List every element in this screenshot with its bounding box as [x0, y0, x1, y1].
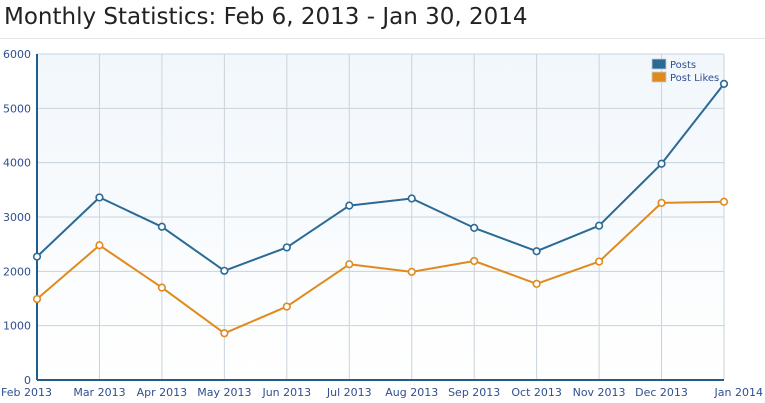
- y-tick-label: 3000: [3, 211, 31, 224]
- y-tick-label: 5000: [3, 102, 31, 115]
- legend-label: Post Likes: [670, 73, 719, 84]
- legend-swatch: [651, 71, 667, 83]
- y-tick-label: 2000: [3, 265, 31, 278]
- data-point: [32, 252, 42, 261]
- x-tick-label: Nov 2013: [573, 386, 626, 399]
- data-point: [32, 294, 42, 304]
- y-tick-label: 6000: [3, 48, 31, 61]
- series-lines: [32, 79, 729, 338]
- x-tick-label: Dec 2013: [635, 386, 688, 399]
- data-point: [407, 267, 416, 276]
- x-tick-label: Sep 2013: [448, 386, 500, 399]
- legend: Posts Post Likes: [651, 58, 719, 84]
- data-point: [594, 257, 604, 266]
- data-point: [719, 79, 729, 88]
- x-axis-ticks: Feb 2013 Mar 2013 Apr 2013 May 2013 Jun 2013…: [1, 386, 763, 399]
- x-tick-label: Mar 2013: [73, 386, 125, 399]
- data-point: [157, 222, 167, 231]
- x-tick-label: Apr 2013: [137, 386, 188, 399]
- data-point: [657, 198, 666, 207]
- data-point: [407, 194, 416, 203]
- legend-swatch: [651, 58, 667, 70]
- data-point: [95, 193, 104, 202]
- data-point: [282, 243, 291, 252]
- data-point: [532, 279, 541, 288]
- data-point: [157, 283, 167, 292]
- page-title: Monthly Statistics: Feb 6, 2013 - Jan 30…: [4, 4, 528, 30]
- x-tick-label: Jul 2013: [326, 386, 372, 399]
- data-point: [594, 221, 604, 230]
- axes: [36, 54, 724, 381]
- x-tick-label: Oct 2013: [511, 386, 562, 399]
- data-point: [345, 260, 354, 269]
- legend-label: Posts: [670, 60, 696, 71]
- data-point: [345, 201, 354, 210]
- x-tick-label: Jan 2014: [714, 386, 763, 399]
- data-point: [719, 197, 729, 206]
- y-axis-ticks: 0 1000 2000 3000 4000 5000 6000: [3, 48, 31, 387]
- series-line-0: [36, 83, 725, 272]
- data-point: [95, 241, 104, 250]
- data-point: [282, 302, 291, 311]
- data-point: [470, 223, 479, 232]
- data-point: [470, 256, 479, 266]
- title-divider: [0, 38, 765, 39]
- series-line-1: [36, 200, 725, 335]
- data-point: [657, 159, 666, 168]
- x-tick-label: Jun 2013: [261, 386, 311, 399]
- y-tick-label: 1000: [3, 320, 31, 333]
- y-tick-label: 4000: [3, 157, 31, 170]
- y-tick-label: 0: [24, 374, 31, 387]
- x-tick-label: Feb 2013: [1, 386, 52, 399]
- x-tick-label: Aug 2013: [385, 386, 438, 399]
- data-point: [532, 247, 541, 256]
- data-point: [220, 329, 229, 338]
- data-point: [220, 266, 229, 275]
- x-tick-label: May 2013: [197, 386, 251, 399]
